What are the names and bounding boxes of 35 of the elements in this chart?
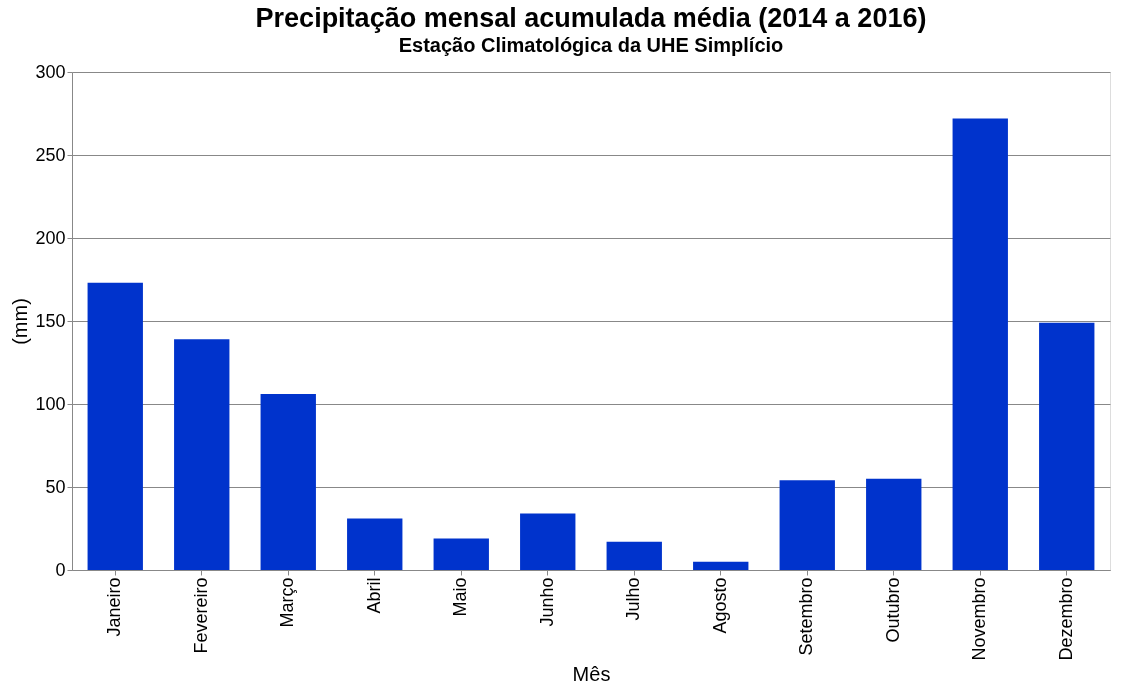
x-axis-title: Mês <box>572 662 611 685</box>
y-tick-label: 50 <box>45 476 66 497</box>
y-axis-title: (mm) <box>9 298 32 345</box>
chart-title: Precipitação mensal acumulada média (2014 a 2016) <box>255 3 927 33</box>
x-tick-label: Julho <box>623 577 644 621</box>
bar <box>433 538 489 570</box>
y-tick-label: 100 <box>35 393 66 414</box>
y-tick-label: 0 <box>55 559 66 580</box>
bar <box>260 394 316 570</box>
bar <box>952 118 1008 570</box>
x-tick-label: Fevereiro <box>190 577 211 654</box>
x-tick-label: Setembro <box>796 577 817 656</box>
x-tick-label: Março <box>277 577 298 628</box>
bar <box>174 339 230 570</box>
chart-subtitle: Estação Climatológica da UHE Simplício <box>398 34 784 56</box>
y-tick-label: 150 <box>35 310 66 331</box>
bar <box>606 541 662 570</box>
x-tick-label: Dezembro <box>1055 577 1076 661</box>
x-tick-label: Outubro <box>882 577 903 643</box>
y-tick-label: 300 <box>35 61 66 82</box>
x-tick-label: Janeiro <box>104 577 125 637</box>
bar <box>779 480 835 570</box>
bar <box>347 518 403 570</box>
x-tick-label: Junho <box>536 577 557 627</box>
y-tick-label: 250 <box>35 144 66 165</box>
bar <box>1039 322 1095 570</box>
x-tick-label: Agosto <box>709 577 730 634</box>
bar <box>520 513 576 570</box>
bar <box>87 282 143 570</box>
x-tick-label: Novembro <box>969 577 990 661</box>
bar <box>866 478 922 570</box>
bar <box>693 561 749 570</box>
x-tick-label: Abril <box>363 577 384 614</box>
y-tick-label: 200 <box>35 227 66 248</box>
x-tick-label: Maio <box>450 577 471 617</box>
